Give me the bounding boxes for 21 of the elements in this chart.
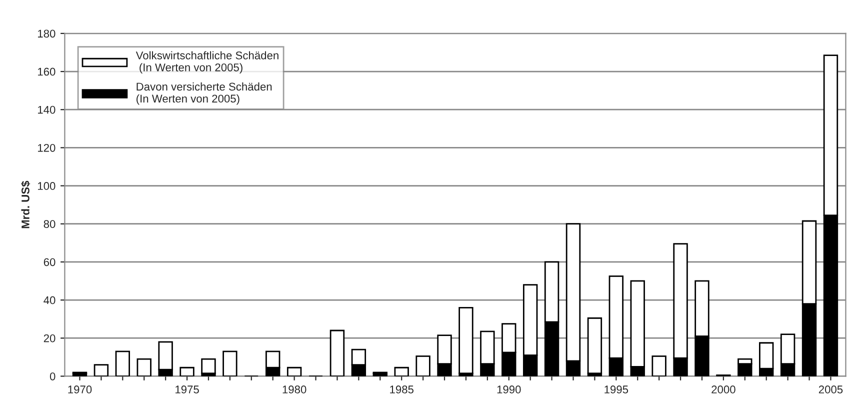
x-tick-label: 1970 xyxy=(68,386,92,394)
y-tick-label: 20 xyxy=(44,334,56,342)
x-tick-label: 2000 xyxy=(712,386,736,394)
x-tick-label: 1975 xyxy=(176,386,199,394)
y-tick-label: 0 xyxy=(50,372,56,380)
y-tick-label: 100 xyxy=(38,182,56,190)
y-axis-title: Mrd. US$ xyxy=(21,180,30,228)
legend-label: Volkswirtschaftliche Schäden (In Werten von 2005) xyxy=(136,51,278,74)
y-tick-label: 160 xyxy=(38,68,56,76)
x-tick-label: 1995 xyxy=(604,386,628,394)
y-tick-label: 120 xyxy=(38,144,56,152)
y-tick-label: 140 xyxy=(38,106,56,114)
y-tick-label: 180 xyxy=(38,30,56,38)
x-tick-label: 1980 xyxy=(282,386,306,394)
legend-label: Davon versicherte Schäden (In Werten von 2005) xyxy=(136,82,272,105)
y-tick-label: 40 xyxy=(44,296,56,304)
y-tick-label: 60 xyxy=(44,258,56,266)
x-tick-label: 2005 xyxy=(818,386,843,394)
y-tick-label: 80 xyxy=(44,220,56,228)
x-tick-label: 1990 xyxy=(497,386,521,394)
x-tick-label: 1985 xyxy=(390,386,414,394)
